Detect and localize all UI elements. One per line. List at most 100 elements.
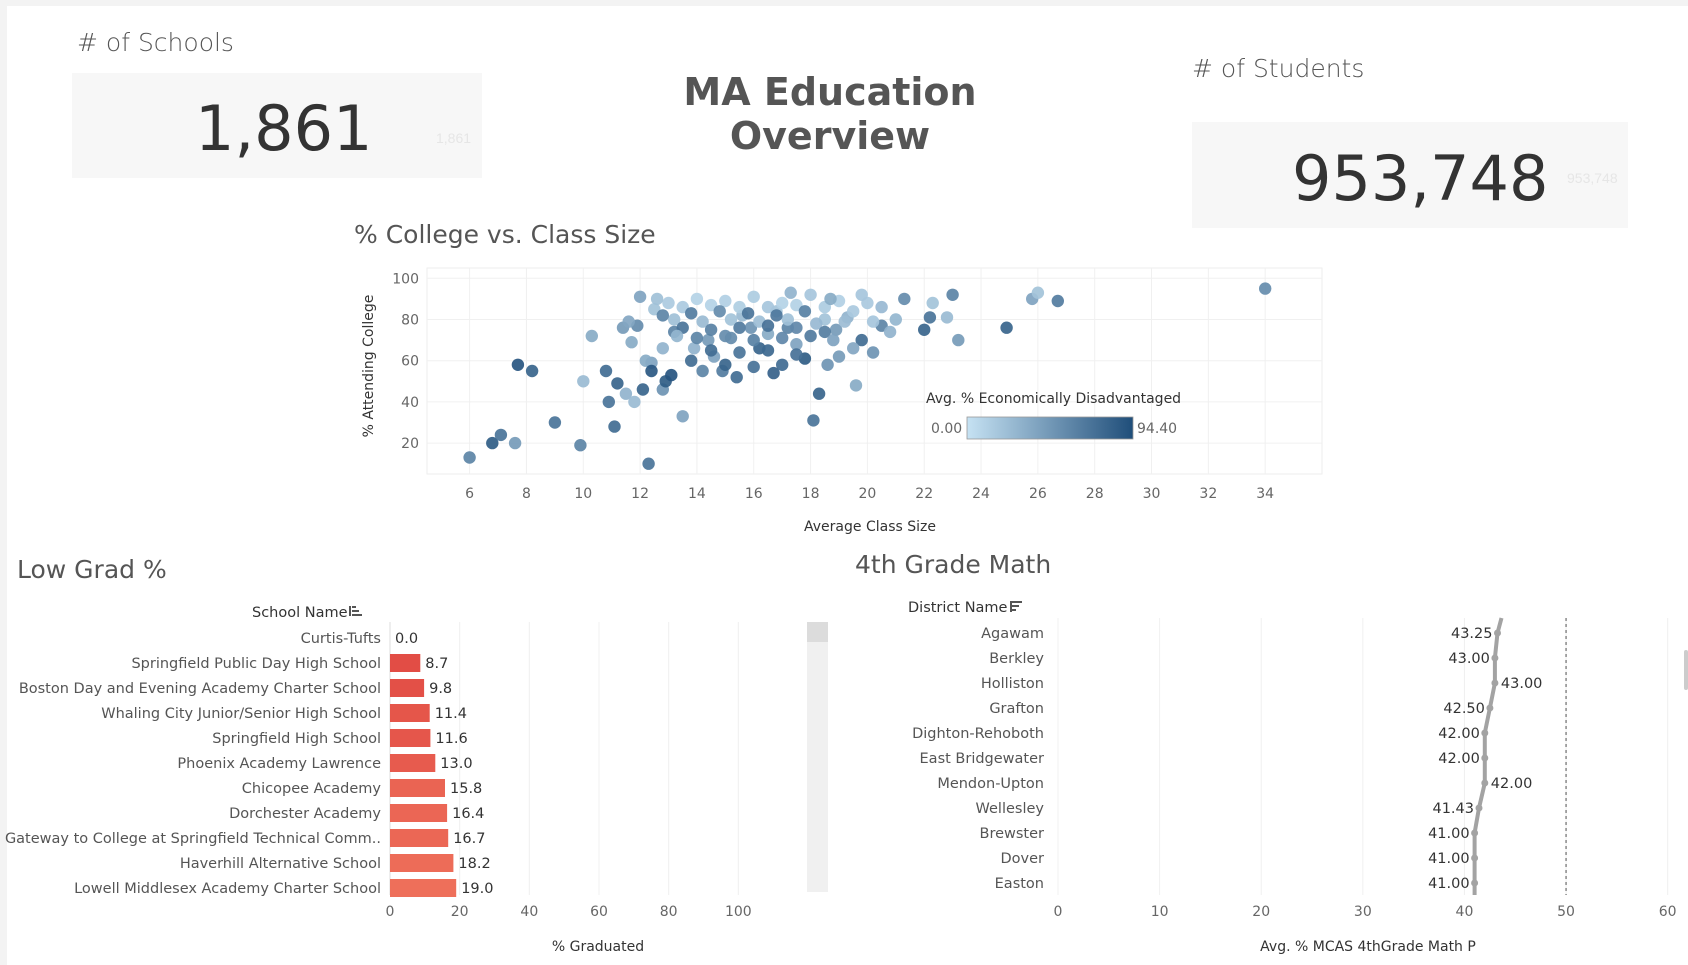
scatter-point[interactable] — [946, 288, 959, 301]
bar-mark[interactable] — [390, 729, 431, 747]
scatter-point[interactable] — [824, 292, 837, 306]
math-point[interactable] — [1471, 879, 1479, 887]
scatter-point[interactable] — [761, 300, 775, 314]
bar-mark[interactable] — [390, 779, 445, 797]
scatter-point[interactable] — [719, 358, 732, 371]
math-point[interactable] — [1491, 679, 1499, 687]
scatter-point[interactable] — [511, 358, 525, 371]
scatter-point[interactable] — [719, 294, 732, 308]
bar-mark[interactable] — [390, 679, 425, 697]
scatter-point[interactable] — [798, 305, 812, 318]
scatter-point[interactable] — [1031, 286, 1045, 299]
scatter-point[interactable] — [1000, 321, 1013, 334]
scatter-point[interactable] — [494, 428, 508, 442]
bar-mark[interactable] — [390, 754, 436, 772]
scatter-point[interactable] — [668, 313, 681, 326]
math-point[interactable] — [1481, 779, 1489, 787]
scatter-point[interactable] — [690, 292, 704, 306]
scatter-point[interactable] — [665, 368, 678, 382]
scatter-point[interactable] — [704, 298, 718, 312]
scatter-point[interactable] — [918, 323, 931, 336]
scatter-point[interactable] — [645, 364, 658, 378]
scatter-point[interactable] — [656, 342, 669, 355]
scatter-point[interactable] — [463, 451, 476, 464]
scatter-point[interactable] — [633, 290, 647, 303]
scatter-point[interactable] — [685, 354, 698, 367]
sort-descending-icon[interactable] — [1010, 601, 1022, 612]
scatter-point[interactable] — [855, 288, 868, 301]
scatter-point[interactable] — [702, 333, 715, 347]
scatter-point[interactable] — [767, 366, 780, 380]
scatter-point[interactable] — [889, 313, 902, 326]
scatter-point[interactable] — [940, 311, 954, 324]
bar-mark[interactable] — [390, 854, 454, 872]
scatter-point[interactable] — [696, 364, 709, 378]
scatter-point[interactable] — [696, 315, 709, 328]
scatter-point[interactable] — [790, 348, 803, 361]
scatter-point[interactable] — [642, 457, 655, 470]
scatter-point[interactable] — [790, 298, 803, 312]
scatter-point[interactable] — [847, 305, 860, 318]
math-point[interactable] — [1471, 829, 1479, 837]
scatter-point[interactable] — [832, 350, 846, 363]
scatter-point[interactable] — [761, 319, 775, 332]
scatter-point[interactable] — [784, 286, 797, 299]
scatter-point[interactable] — [829, 323, 843, 336]
bar-mark[interactable] — [390, 879, 457, 897]
scatter-point[interactable] — [622, 315, 635, 328]
scatter-point[interactable] — [812, 387, 826, 400]
math-point[interactable] — [1486, 704, 1494, 712]
scatter-point[interactable] — [790, 321, 803, 334]
scatter-point[interactable] — [761, 344, 775, 357]
scatter-point[interactable] — [898, 292, 911, 306]
scatter-point[interactable] — [599, 364, 613, 378]
bar-mark[interactable] — [390, 704, 430, 722]
scatter-point[interactable] — [548, 416, 562, 429]
bar-chart-scrollbar[interactable] — [807, 622, 828, 892]
scatter-point[interactable] — [636, 383, 650, 396]
scatter-point[interactable] — [704, 344, 718, 357]
scatter-point[interactable] — [733, 321, 746, 334]
scatter-point[interactable] — [807, 414, 820, 427]
scatter-point[interactable] — [875, 300, 888, 314]
bar-mark[interactable] — [390, 804, 448, 822]
scatter-point[interactable] — [662, 296, 675, 310]
math-point[interactable] — [1481, 754, 1489, 762]
scatter-point[interactable] — [670, 329, 684, 343]
scatter-point[interactable] — [804, 288, 817, 301]
scatter-point[interactable] — [676, 300, 689, 314]
scatter-point[interactable] — [923, 311, 937, 324]
scatter-point[interactable] — [827, 333, 840, 347]
scatter-point[interactable] — [639, 354, 652, 367]
scatter-point[interactable] — [724, 313, 738, 326]
scatter-point[interactable] — [866, 315, 880, 328]
bar-mark[interactable] — [390, 654, 421, 672]
scatter-point[interactable] — [818, 325, 831, 339]
scatter-point[interactable] — [713, 305, 726, 318]
scatter-point[interactable] — [847, 342, 860, 355]
district-name-header[interactable]: District Name — [908, 600, 1008, 616]
scatter-point[interactable] — [804, 329, 817, 343]
scatter-point[interactable] — [849, 379, 863, 392]
scatter-point[interactable] — [781, 313, 794, 326]
scatter-point[interactable] — [628, 395, 641, 409]
scatter-point[interactable] — [733, 346, 746, 359]
scatter-point[interactable] — [730, 371, 743, 384]
scatter-point[interactable] — [525, 364, 539, 378]
scatter-point[interactable] — [687, 342, 701, 355]
math-point[interactable] — [1491, 654, 1499, 662]
scatter-point[interactable] — [690, 331, 704, 345]
scatter-point[interactable] — [733, 300, 746, 314]
scatter-point[interactable] — [776, 296, 789, 310]
scatter-point[interactable] — [776, 331, 789, 345]
scatter-point[interactable] — [790, 338, 803, 351]
scatter-point[interactable] — [650, 292, 664, 306]
right-scrollbar[interactable] — [1684, 650, 1688, 690]
scatter-point[interactable] — [648, 303, 661, 316]
scatter-point[interactable] — [810, 317, 823, 330]
scatter-point[interactable] — [926, 296, 939, 310]
scatter-point[interactable] — [883, 325, 897, 339]
scatter-point[interactable] — [486, 436, 499, 450]
scatter-point[interactable] — [838, 315, 851, 328]
scatter-point[interactable] — [719, 329, 732, 343]
